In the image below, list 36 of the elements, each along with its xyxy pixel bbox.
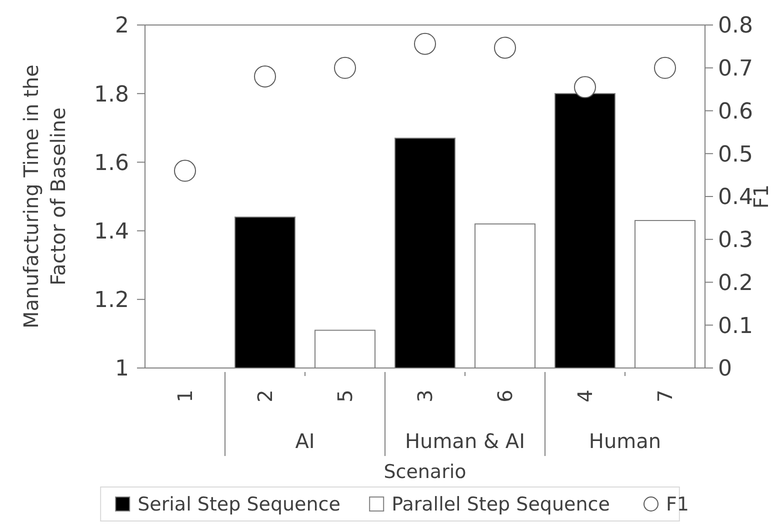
point (654, 56, 676, 79)
y-tick-label: 1.6 (94, 150, 129, 176)
y2-tick-label: 0.2 (718, 270, 753, 296)
y2-tick-label: 0 (718, 356, 732, 382)
x-tick-label: 7 (653, 390, 677, 402)
y-tick-label: 1.8 (94, 82, 129, 108)
y2-tick-label: 0.6 (718, 99, 753, 124)
y2-tick-label: 0.5 (718, 142, 753, 168)
y-tick-label: 1 (115, 356, 129, 382)
y2-tick-label: 0.8 (718, 14, 753, 39)
y2-tick-label: 0.1 (718, 314, 753, 339)
y-axis-title: Manufacturing Time in the Factor of Baseline (19, 64, 70, 328)
legend-label: Serial Step Sequence (138, 494, 340, 516)
y2-tick-label: 0.7 (718, 56, 753, 82)
point (334, 56, 356, 79)
y-tick-label: 2 (115, 14, 129, 39)
point (574, 76, 596, 98)
point (174, 160, 196, 182)
text: AI (295, 429, 315, 453)
x-tick-label: 4 (573, 390, 597, 402)
text: Human (588, 429, 662, 453)
text: Human & AI (404, 429, 526, 453)
x-tick-label: 2 (253, 390, 277, 402)
point (414, 32, 436, 55)
x-axis-title: Scenario (384, 461, 466, 483)
y2-tick-label: 0.3 (718, 228, 753, 254)
y-tick-label: 1.2 (94, 288, 129, 314)
x-tick-label: 1 (173, 390, 197, 402)
y-tick-label: 1.4 (94, 220, 129, 244)
point (254, 65, 276, 88)
x-tick-label: 6 (493, 390, 517, 402)
x-tick-label: 3 (413, 390, 437, 402)
point (494, 36, 516, 59)
legend-label: Parallel Step Sequence (392, 494, 610, 516)
legend-label: F1 (666, 494, 690, 516)
x-tick-label: 5 (333, 390, 357, 402)
